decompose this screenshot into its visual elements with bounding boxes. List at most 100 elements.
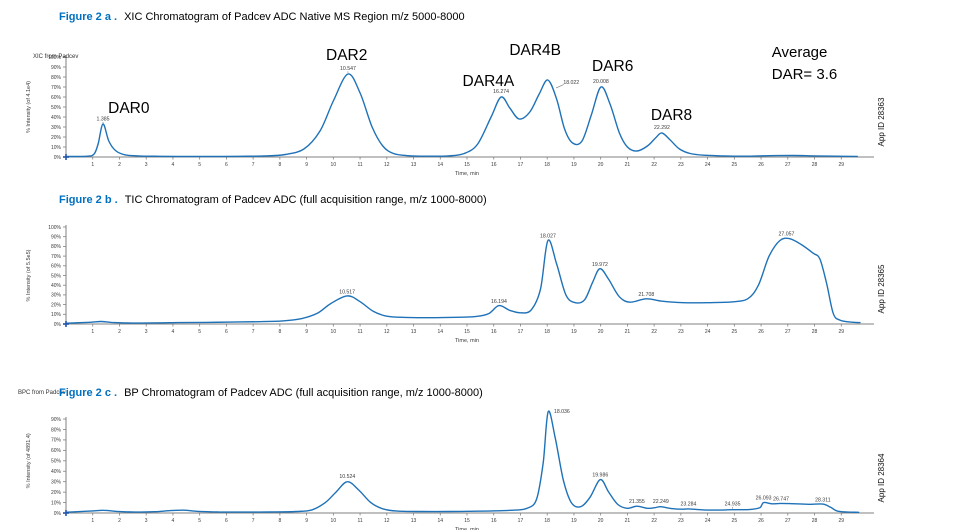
svg-text:5: 5	[198, 329, 201, 335]
figure-b-caption: TIC Chromatogram of Padcev ADC (full acq…	[124, 194, 487, 206]
dar-annotation: DAR4B	[509, 42, 561, 59]
svg-text:13: 13	[411, 518, 417, 524]
y-axis-ticks: 100% 90% 80% 70% 60% 50% 40% 30% 20% 10% 0%	[48, 225, 66, 328]
peak-value-label: 20.008	[593, 79, 609, 85]
svg-text:8: 8	[278, 329, 281, 335]
svg-text:27: 27	[785, 518, 791, 524]
svg-text:11: 11	[357, 518, 362, 524]
svg-text:10: 10	[331, 162, 337, 168]
peak-value-label: 18.022	[563, 80, 579, 86]
svg-text:20: 20	[598, 518, 604, 524]
svg-text:10%: 10%	[51, 145, 62, 151]
svg-text:16: 16	[491, 518, 497, 524]
svg-text:20%: 20%	[51, 302, 62, 308]
svg-text:18: 18	[544, 162, 550, 168]
svg-text:30%: 30%	[51, 125, 62, 131]
xic-chromatogram: 100%90%80%70%60%50%40%30%20%10%0%1 2 3 4 5 6 7…	[26, 42, 886, 177]
peak-value-label: 16.194	[491, 299, 507, 305]
x-axis-title: Time, min	[455, 527, 479, 530]
svg-text:50%: 50%	[51, 459, 62, 465]
svg-text:7: 7	[252, 329, 255, 335]
svg-text:3: 3	[145, 162, 148, 168]
svg-text:4: 4	[172, 329, 175, 335]
svg-text:28: 28	[812, 162, 818, 168]
svg-text:70%: 70%	[51, 254, 62, 260]
svg-text:12: 12	[384, 162, 390, 168]
svg-text:40%: 40%	[51, 283, 62, 289]
svg-text:80%: 80%	[51, 244, 62, 250]
peak-value-label: 22.249	[653, 499, 669, 505]
app-id-label: App ID 28365	[877, 264, 886, 313]
trace-line	[66, 73, 858, 158]
app-id-label: App ID 28364	[877, 453, 886, 502]
svg-text:20%: 20%	[51, 490, 62, 496]
svg-text:8: 8	[278, 162, 281, 168]
x-axis-title: Time, min	[455, 171, 479, 177]
chart-c-source-label: BPC from Padcev	[18, 390, 66, 396]
svg-text:24: 24	[705, 162, 711, 168]
note-line: DAR= 3.6	[772, 66, 837, 83]
peak-value-label: 28.311	[815, 498, 831, 504]
svg-text:20: 20	[598, 162, 604, 168]
svg-text:10: 10	[331, 518, 337, 524]
svg-text:1: 1	[91, 518, 94, 524]
svg-text:8: 8	[278, 518, 281, 524]
svg-text:14: 14	[437, 518, 443, 524]
svg-text:14: 14	[437, 162, 443, 168]
svg-text:100%: 100%	[48, 225, 61, 231]
svg-text:22: 22	[651, 162, 657, 168]
xic-chromatogram-canvas: 100% 90% 80% 70% 60% 50% 40% 30% 20% 10% 0% 1 2 3 4 5 6 7…	[0, 42, 910, 182]
svg-text:10%: 10%	[51, 312, 62, 318]
svg-text:18: 18	[544, 518, 550, 524]
figure-c-caption-row: Figure 2 c . BP Chromatogram of Padcev AD…	[59, 387, 483, 399]
peak-value-label: 18.027	[540, 234, 556, 240]
dar-annotation: DAR0	[108, 100, 150, 117]
svg-text:18: 18	[544, 329, 550, 335]
svg-text:11: 11	[357, 162, 362, 168]
svg-text:15: 15	[464, 162, 470, 168]
svg-text:9: 9	[305, 162, 308, 168]
svg-text:6: 6	[225, 162, 228, 168]
svg-text:13: 13	[411, 329, 417, 335]
svg-text:2: 2	[118, 329, 121, 335]
svg-text:26: 26	[758, 329, 764, 335]
peak-value-label: 21.708	[638, 292, 654, 298]
peak-value-label: 21.355	[629, 499, 645, 505]
bpc-chromatogram: 90%80%70%60%50%40%30%20%10%0%1 2 3 4 5 6 7 8 9 10…	[26, 409, 886, 530]
svg-text:10: 10	[331, 329, 337, 335]
svg-text:70%: 70%	[51, 438, 62, 444]
svg-text:16: 16	[491, 329, 497, 335]
origin-marker	[63, 321, 69, 327]
tic-chromatogram-canvas: 100% 90% 80% 70% 60% 50% 40% 30% 20% 10% 0% 1 2 3 4 5 6 7…	[0, 212, 910, 347]
svg-text:21: 21	[625, 329, 631, 335]
figure-a-label: Figure 2 a .	[59, 11, 118, 23]
svg-text:90%: 90%	[51, 65, 62, 71]
svg-text:17: 17	[518, 162, 524, 168]
svg-text:23: 23	[678, 518, 684, 524]
svg-text:13: 13	[411, 162, 417, 168]
svg-text:40%: 40%	[51, 115, 62, 121]
x-axis-ticks: 1 2 3 4 5 6 7 8 9 10 11 12 13 14 15 16 17 18 19 20 21 22 23 24 2…	[91, 157, 844, 168]
svg-text:20: 20	[598, 329, 604, 335]
svg-text:80%: 80%	[51, 75, 62, 81]
peak-value-label: 10.524	[339, 474, 355, 480]
dar-annotation: DAR2	[326, 47, 367, 64]
peak-value-label: 24.935	[725, 502, 741, 508]
svg-text:4: 4	[172, 162, 175, 168]
svg-text:19: 19	[571, 162, 577, 168]
svg-text:25: 25	[732, 329, 738, 335]
svg-text:21: 21	[625, 162, 631, 168]
tic-chromatogram: 100%90%80%70%60%50%40%30%20%10%0%1 2 3 4 5 6 7…	[26, 225, 886, 344]
svg-text:26: 26	[758, 162, 764, 168]
svg-text:5: 5	[198, 518, 201, 524]
svg-text:11: 11	[357, 329, 362, 335]
svg-text:20%: 20%	[51, 135, 62, 141]
svg-text:1: 1	[91, 162, 94, 168]
figure-a-caption-row: Figure 2 a . XIC Chromatogram of Padcev A…	[59, 11, 465, 23]
origin-marker	[63, 510, 69, 516]
svg-text:6: 6	[225, 518, 228, 524]
peak-value-labels: 10.524 18.036 19.986 21.355 22.249 23.284 24.9…	[339, 409, 831, 509]
svg-text:17: 17	[518, 518, 524, 524]
peak-value-label: 18.036	[554, 409, 570, 415]
svg-text:16: 16	[491, 162, 497, 168]
